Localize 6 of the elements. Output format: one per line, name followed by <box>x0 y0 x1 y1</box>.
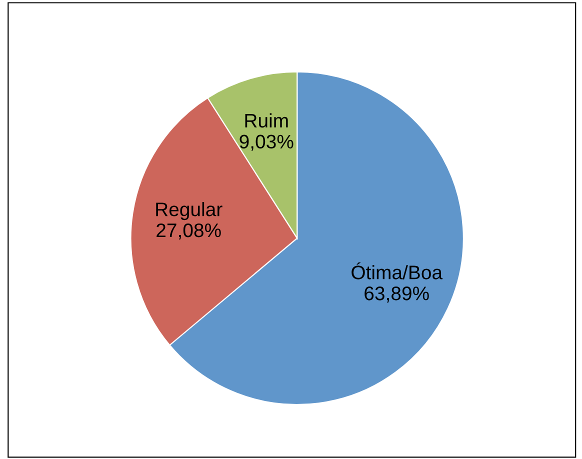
data-label: 63,89% <box>364 286 429 303</box>
data-label: 9,03% <box>240 134 294 151</box>
slice-label: Ruim <box>245 113 288 128</box>
slice-label: Regular <box>156 202 222 220</box>
data-label: 27,08% <box>156 223 221 240</box>
slice-label: Ótima/Boa <box>352 262 443 280</box>
